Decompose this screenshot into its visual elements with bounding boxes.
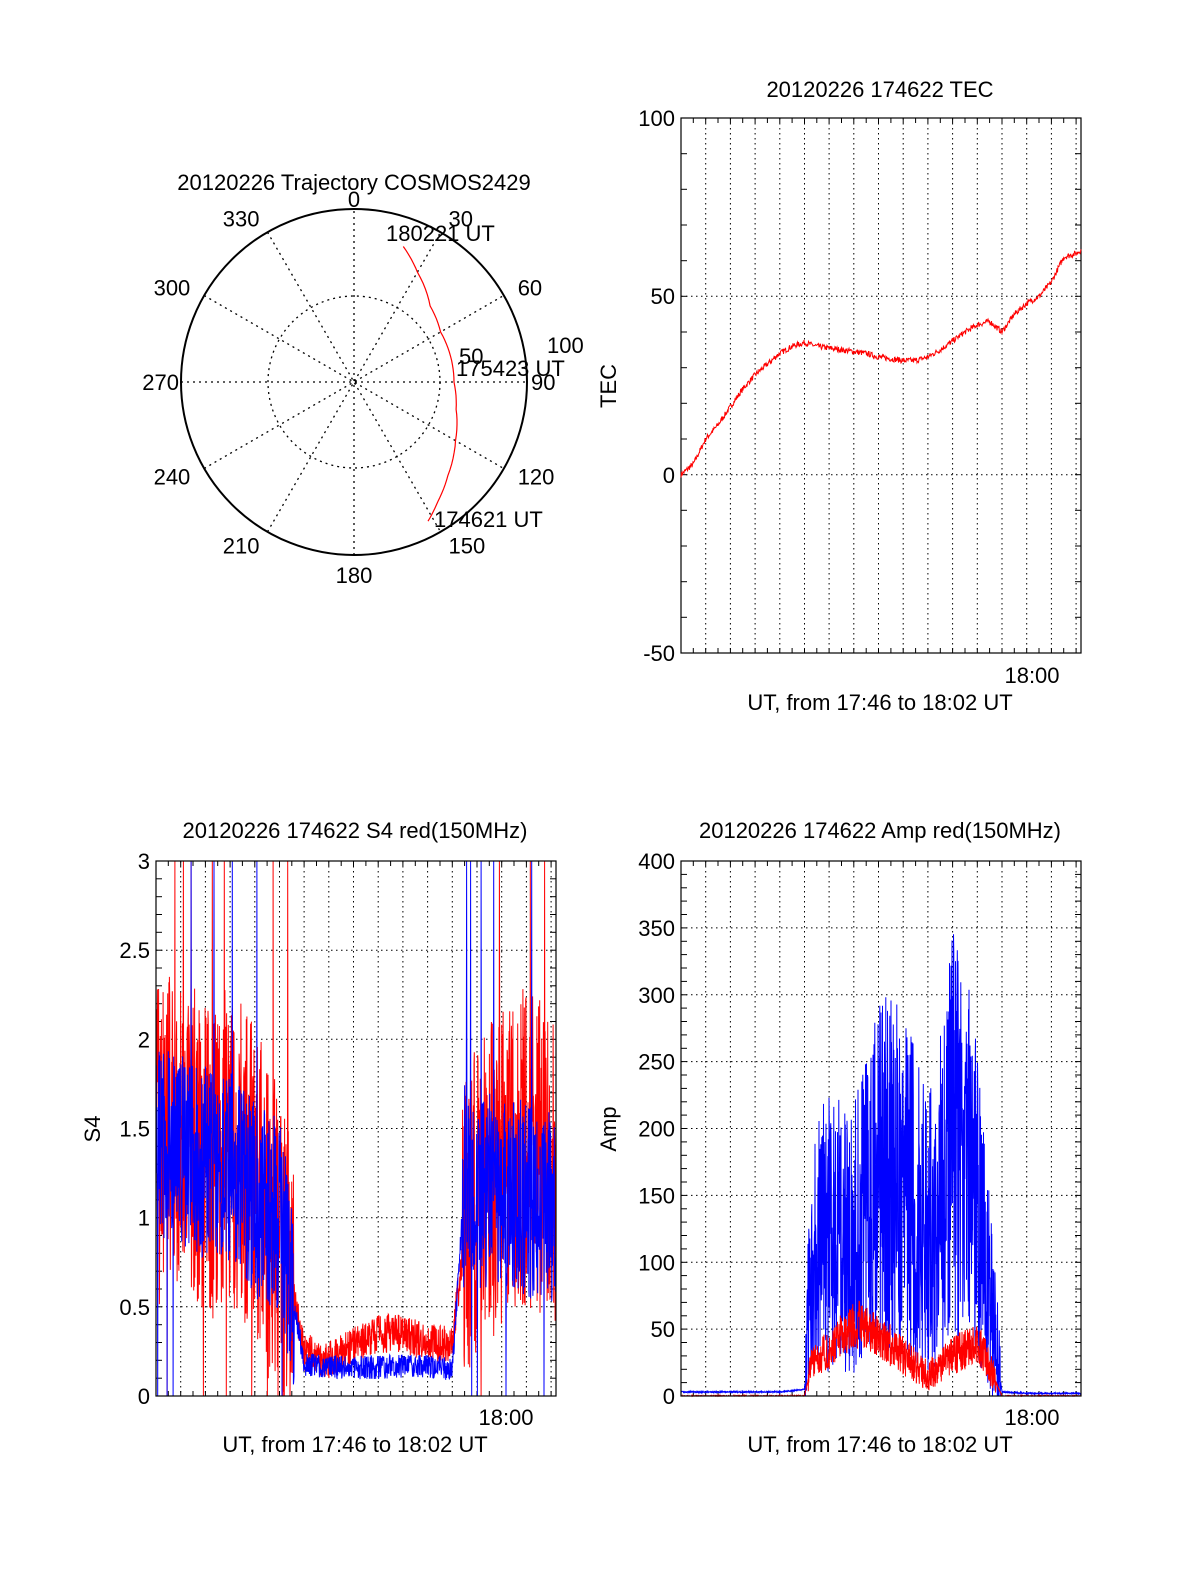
polar-radial-label-50: 50 [459, 344, 483, 369]
polar-azimuth-label-210: 210 [223, 534, 260, 559]
tec-title: 20120226 174622 TEC [766, 77, 993, 102]
polar-azimuth-label-120: 120 [518, 465, 555, 490]
polar-azimuth-label-60: 60 [518, 276, 542, 301]
s4-ytick-5: 0.5 [119, 1295, 150, 1320]
s4-ytick-3: 1.5 [119, 1117, 150, 1142]
s4-ytick-2: 2 [138, 1027, 150, 1052]
amp-minor-ticks [680, 860, 1081, 1397]
polar-azimuth-label-150: 150 [449, 534, 486, 559]
s4-xtick-1800: 18:00 [478, 1405, 533, 1430]
s4-series-blue [155, 860, 557, 1397]
s4-ytick-4: 1 [138, 1206, 150, 1231]
amp-title: 20120226 174622 Amp red(150MHz) [699, 818, 1061, 843]
polar-spokes [181, 209, 527, 555]
tec-plot-frame [680, 117, 1082, 654]
polar-azimuth-label-270: 270 [142, 370, 179, 395]
polar-radial-label-100: 100 [547, 333, 584, 358]
tec-ylabel: TEC [596, 364, 621, 408]
amp-ytick-3: 250 [638, 1050, 675, 1075]
polar-spoke-30 [266, 231, 442, 533]
polar-trajectory-chart: 20120226 Trajectory COSMOS2429 0 30 60 90 12… [142, 170, 583, 588]
tec-xlabel: UT, from 17:46 to 18:02 UT [747, 690, 1012, 715]
tec-series-red [680, 249, 1082, 478]
amp-ytick-8: 0 [663, 1384, 675, 1409]
amp-ytick-1: 350 [638, 916, 675, 941]
s4-title: 20120226 174622 S4 red(150MHz) [183, 818, 528, 843]
amp-xtick-1800: 18:00 [1004, 1405, 1059, 1430]
polar-spoke-60 [203, 294, 505, 470]
tec-ytick-minus50: -50 [643, 641, 675, 666]
polar-azimuth-labels: 0 30 60 90 120 150 180 210 240 270 300 330 [142, 187, 555, 588]
polar-azimuth-label-330: 330 [223, 206, 260, 231]
amp-ytick-7: 50 [651, 1317, 675, 1342]
polar-title: 20120226 Trajectory COSMOS2429 [177, 170, 530, 195]
s4-ytick-0: 3 [138, 849, 150, 874]
polar-azimuth-label-180: 180 [336, 563, 373, 588]
tec-chart: 20120226 174622 TEC 100 50 0 -50 18:00 U… [596, 77, 1082, 715]
polar-azimuth-label-0: 0 [348, 187, 360, 212]
polar-spoke-150 [266, 231, 442, 533]
polar-azimuth-label-300: 300 [154, 276, 191, 301]
polar-annotation-start: 174621 UT [434, 507, 543, 532]
polar-azimuth-label-240: 240 [154, 465, 191, 490]
s4-ytick-1: 2.5 [119, 938, 150, 963]
s4-xlabel: UT, from 17:46 to 18:02 UT [222, 1432, 487, 1457]
polar-annotation-end: 180221 UT [386, 221, 495, 246]
s4-ytick-labels: 3 2.5 2 1.5 1 0.5 0 [119, 849, 150, 1409]
s4-blue-path [155, 860, 557, 1397]
polar-spoke-120 [203, 294, 505, 470]
tec-ytick-100: 100 [638, 106, 675, 131]
amp-ytick-4: 200 [638, 1117, 675, 1142]
amp-xlabel: UT, from 17:46 to 18:02 UT [747, 1432, 1012, 1457]
polar-trajectory-line [402, 246, 458, 522]
s4-ytick-6: 0 [138, 1384, 150, 1409]
amp-ytick-2: 300 [638, 983, 675, 1008]
amp-ylabel: Amp [596, 1106, 621, 1151]
polar-azimuth-label-90: 90 [531, 370, 555, 395]
tec-xtick-1800: 18:00 [1004, 663, 1059, 688]
amp-ytick-labels: 400 350 300 250 200 150 100 50 0 [638, 849, 675, 1409]
s4-plot-frame [155, 860, 557, 1397]
polar-inner-circle [267, 295, 441, 469]
s4-chart: 20120226 174622 S4 red(150MHz) 3 2.5 2 1.5 1… [80, 818, 557, 1457]
amp-ytick-6: 100 [638, 1250, 675, 1275]
tec-grid [681, 118, 1081, 653]
polar-azimuth-label-30: 30 [449, 206, 473, 231]
amp-series-red [680, 1300, 1082, 1398]
tec-minor-ticks [680, 117, 1081, 654]
amp-plot-frame [680, 860, 1082, 1397]
amp-ytick-0: 400 [638, 849, 675, 874]
amp-chart: 20120226 174622 Amp red(150MHz) 400 350 30… [596, 818, 1082, 1457]
amp-ytick-5: 150 [638, 1183, 675, 1208]
tec-ytick-50: 50 [651, 284, 675, 309]
s4-ylabel: S4 [80, 1116, 105, 1143]
polar-annotation-mid: 175423 UT [456, 356, 565, 381]
amp-series-blue [680, 934, 1082, 1397]
tec-ytick-0: 0 [663, 463, 675, 488]
